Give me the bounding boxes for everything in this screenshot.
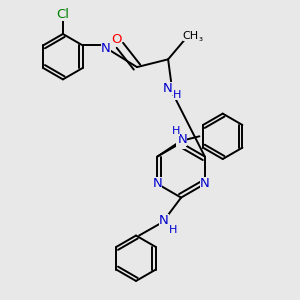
Text: N: N <box>177 133 187 146</box>
Text: N: N <box>176 136 186 149</box>
Text: Cl: Cl <box>56 8 69 21</box>
Text: N: N <box>200 177 210 190</box>
Text: H: H <box>173 90 181 100</box>
Text: N: N <box>152 177 162 190</box>
Text: H: H <box>172 126 180 136</box>
Text: H: H <box>110 36 119 46</box>
Text: N: N <box>163 82 173 95</box>
Text: ₃: ₃ <box>198 33 202 43</box>
Text: O: O <box>112 33 122 46</box>
Text: N: N <box>101 42 111 55</box>
Text: CH: CH <box>183 31 199 41</box>
Text: H: H <box>169 225 177 235</box>
Text: N: N <box>159 214 169 227</box>
